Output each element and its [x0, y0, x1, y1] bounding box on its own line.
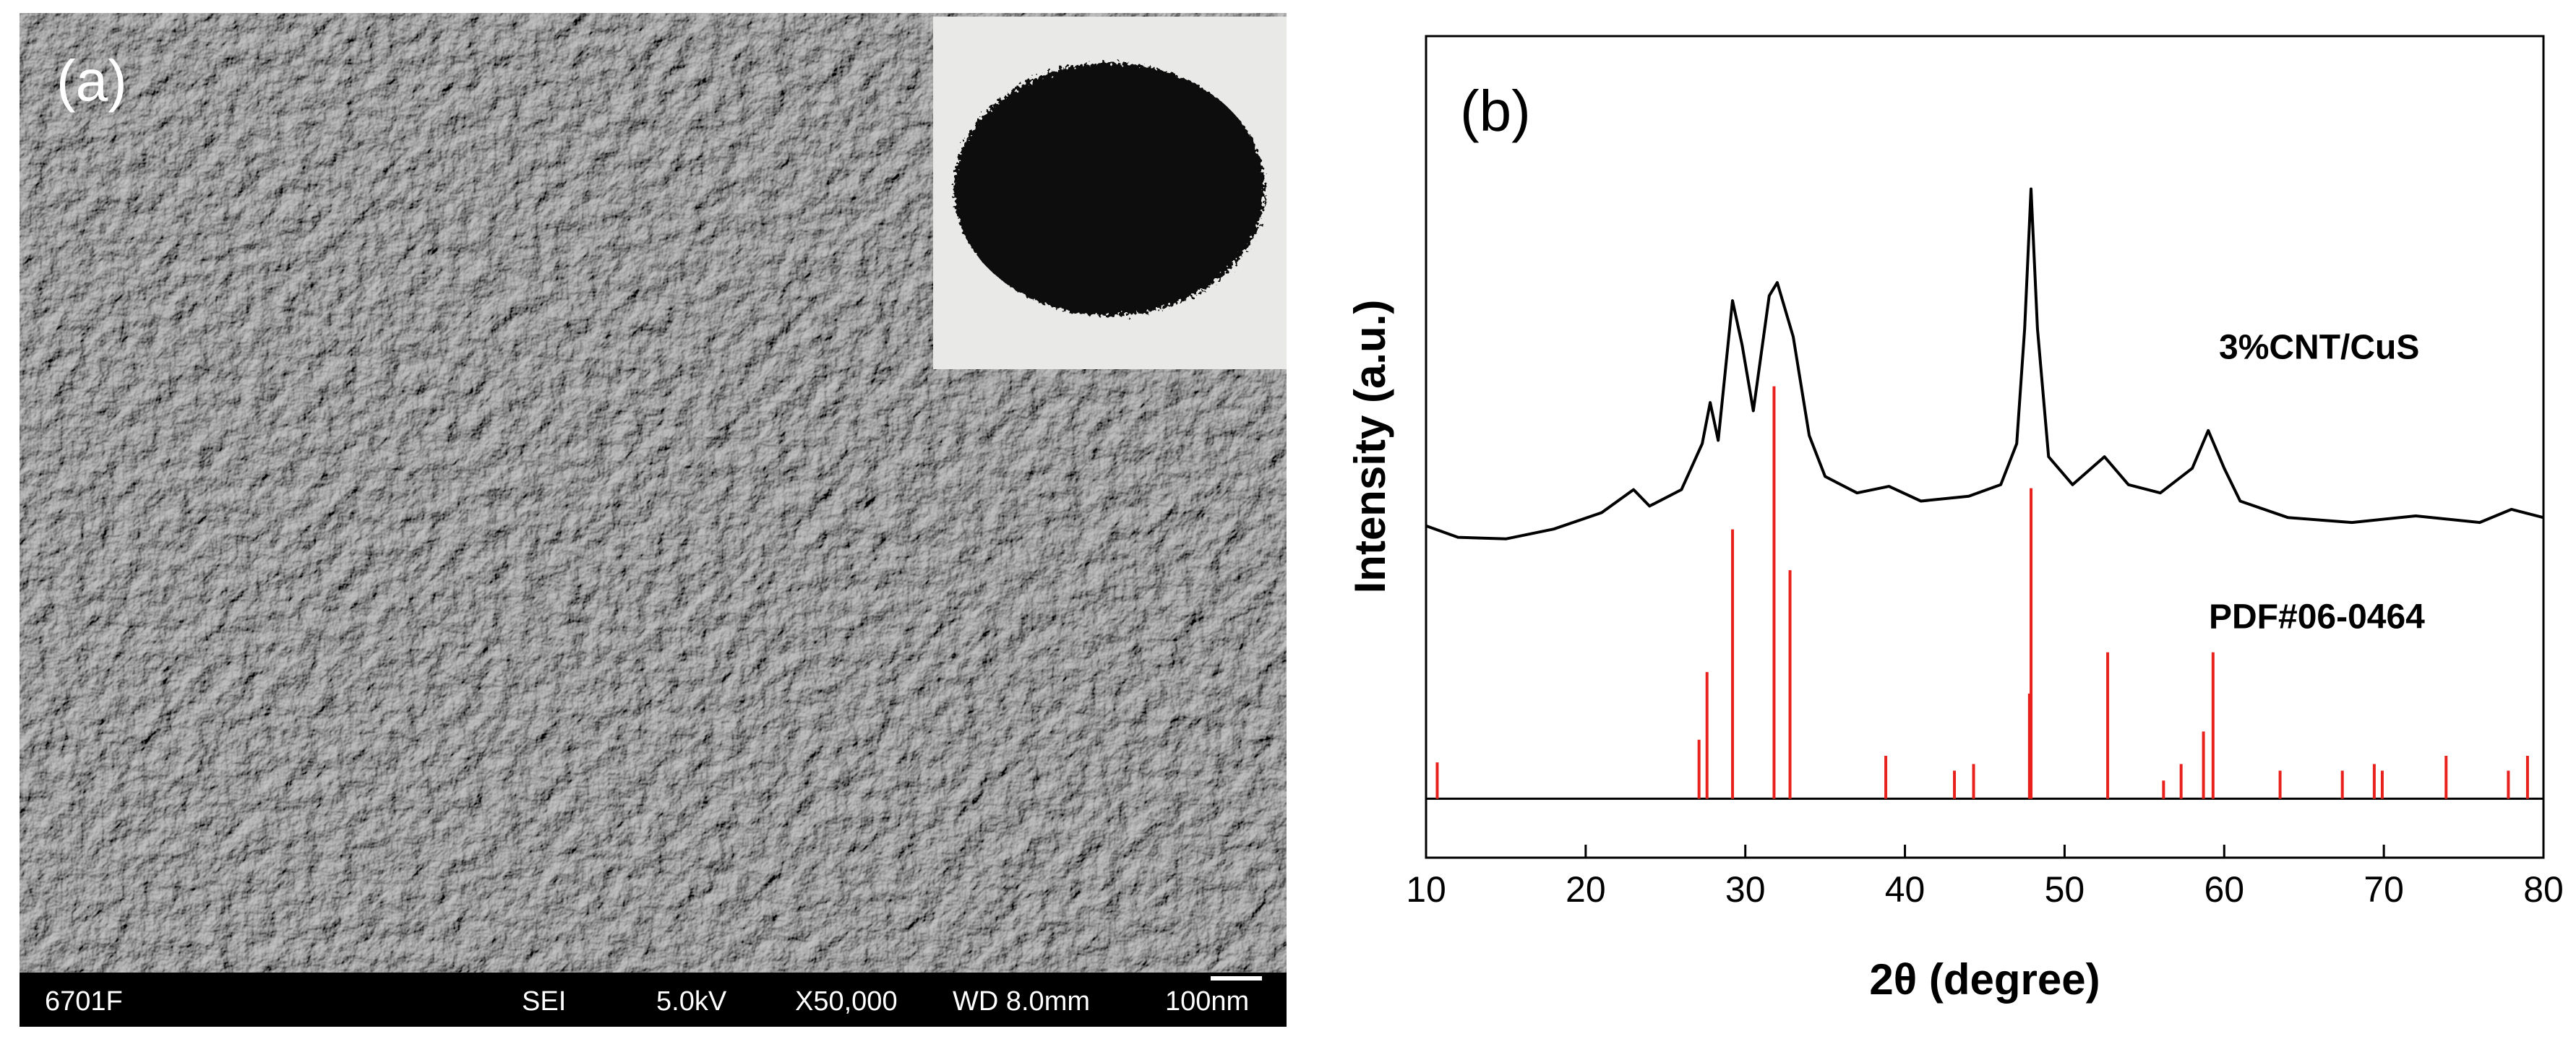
x-tick-label: 70 [2364, 869, 2404, 910]
panel-label: (b) [1460, 79, 1531, 143]
xrd-curve [1425, 187, 2544, 540]
x-tick-label: 20 [1566, 869, 1606, 910]
x-tick-label: 60 [2204, 869, 2244, 910]
panel-label: (a) [56, 48, 127, 113]
x-axis-title: 2θ (degree) [1869, 955, 2100, 1004]
x-tick-label: 30 [1725, 869, 1766, 910]
x-tick-label: 50 [2045, 869, 2085, 910]
xrd-chart: (b) 2θ (degree) Intensity (a.u.) 3%CNT/C… [1346, 35, 2564, 1004]
plot-frame [1425, 35, 2545, 859]
x-tick-label: 40 [1885, 869, 1925, 910]
x-tick-label: 80 [2523, 869, 2564, 910]
y-axis-title: Intensity (a.u.) [1346, 300, 1394, 594]
info-text: 100nm [1165, 986, 1249, 1017]
series-label: PDF#06-0464 [2209, 598, 2425, 637]
series-label: 3%CNT/CuS [2219, 329, 2419, 367]
info-text: X50,000 [795, 986, 898, 1017]
sem-panel: (a) 6701F SEI 5.0kV X50,000 WD 8.0mm 100… [20, 13, 1287, 1027]
powder-sample [954, 63, 1265, 316]
info-text: SEI [522, 986, 566, 1017]
info-bar [20, 973, 1287, 1027]
info-text: 6701F [45, 986, 123, 1017]
info-text: WD 8.0mm [953, 986, 1090, 1017]
x-tick-label: 10 [1406, 869, 1446, 910]
info-text: 5.0kV [656, 986, 727, 1017]
